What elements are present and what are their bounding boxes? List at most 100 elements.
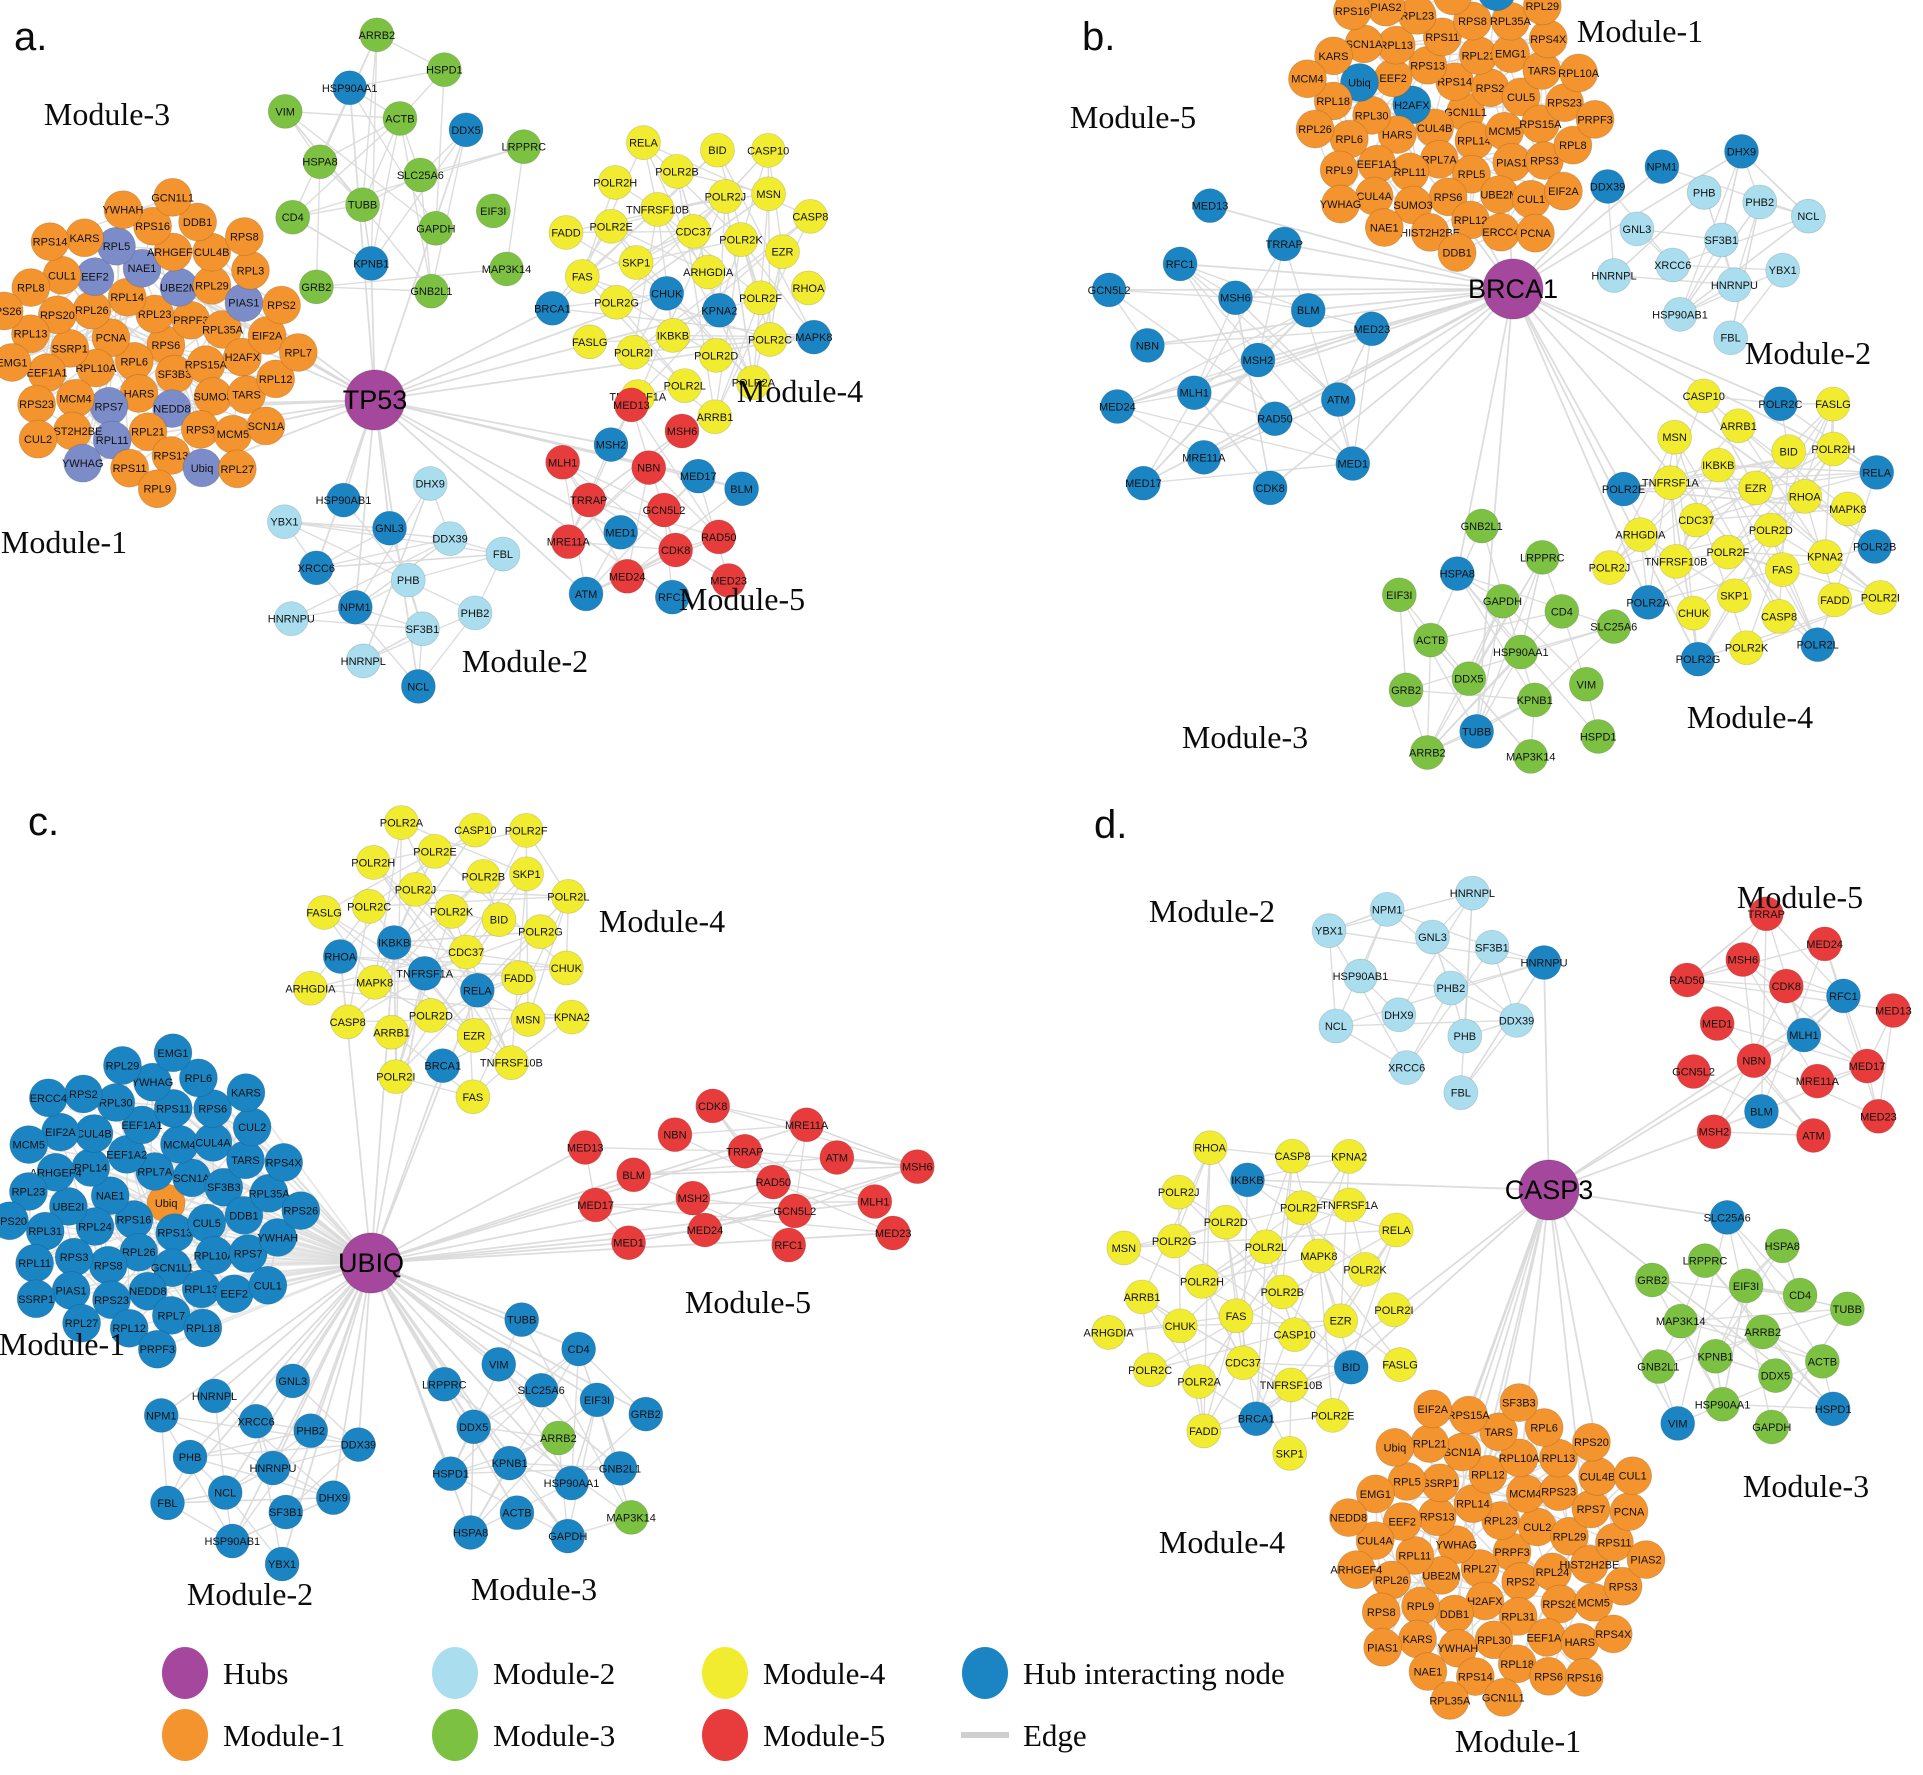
edge — [373, 851, 436, 983]
node-RPL35A — [203, 310, 242, 349]
edge — [752, 251, 784, 383]
edge — [1817, 472, 1878, 645]
node-RPS3 — [180, 410, 220, 449]
node-POLR2K — [1347, 1251, 1383, 1287]
node-IKBKB — [655, 318, 691, 353]
node-RHOA — [1787, 479, 1823, 514]
node-IKBKB — [1700, 447, 1736, 483]
edge — [1729, 201, 1761, 338]
node-MAP3K14 — [489, 251, 524, 287]
node-GNB2L1 — [1640, 1349, 1676, 1384]
node-UBE2I — [49, 1187, 88, 1226]
node-CASP10 — [1277, 1317, 1313, 1353]
edge — [1242, 1362, 1352, 1368]
hub-edge — [370, 1262, 598, 1401]
edge — [806, 1124, 918, 1168]
node-SF3B1 — [405, 611, 440, 647]
edge — [1661, 165, 1809, 217]
node-MED24 — [1099, 389, 1135, 424]
node-FBL — [485, 536, 521, 572]
node-FASLG — [1382, 1347, 1418, 1382]
edge — [1332, 1229, 1397, 1416]
hub-edge — [1247, 1178, 1550, 1191]
node-FASLG — [1815, 386, 1851, 422]
legend-label: Module-1 — [223, 1718, 345, 1753]
edge — [1622, 488, 1695, 614]
edge — [323, 850, 436, 914]
node-HIST2H2BE — [1410, 213, 1450, 252]
node-YWHAG — [1321, 184, 1360, 224]
node-MAPK8 — [1830, 491, 1866, 527]
edge — [1686, 979, 1805, 1036]
node-RPL27 — [217, 449, 257, 489]
node-SCN1A — [246, 406, 286, 446]
hub-edge — [1548, 1189, 1728, 1219]
node-TNFRSF10B — [494, 1045, 529, 1081]
node-HSPA8 — [1764, 1228, 1800, 1264]
node-RPS11 — [110, 448, 150, 488]
edge — [292, 34, 378, 218]
module-label-Module-1: Module-1 — [1455, 1723, 1581, 1759]
node-YBX1 — [1311, 913, 1347, 949]
node-RPL12 — [256, 359, 296, 399]
node-EZR — [456, 1017, 492, 1053]
node-MED13 — [613, 387, 649, 423]
module-label-Module-4: Module-4 — [1687, 699, 1813, 735]
node-NBN — [631, 450, 667, 485]
edge — [1673, 436, 1780, 617]
node-RPS8 — [88, 1245, 128, 1285]
node-RPS11 — [1422, 17, 1462, 57]
node-SF3B3 — [204, 1167, 244, 1207]
edge — [1609, 529, 1772, 569]
node-DHX9 — [315, 1480, 351, 1516]
node-ARRB2 — [1409, 735, 1445, 770]
node-POLR2I — [378, 1059, 414, 1095]
edge — [1318, 1255, 1334, 1416]
hub-edge — [1512, 165, 1663, 290]
edge — [370, 129, 467, 264]
node-RELA — [1378, 1212, 1414, 1248]
node-DDX5 — [456, 1409, 492, 1445]
edge — [1426, 640, 1432, 753]
node-CASP8 — [330, 1004, 366, 1040]
edge — [1193, 297, 1237, 393]
node-POLR2E — [1315, 1397, 1351, 1433]
node-MED13 — [1876, 993, 1911, 1028]
edge — [373, 822, 403, 983]
node-HSPD1 — [433, 1456, 469, 1492]
edge — [1717, 464, 1819, 645]
node-CUL1 — [248, 1265, 288, 1305]
edge — [1647, 437, 1676, 603]
node-GCN1L1 — [153, 177, 193, 217]
node-RPL29 — [1522, 0, 1562, 26]
edge — [393, 942, 397, 1077]
edge — [642, 142, 742, 241]
node-POLR2J — [398, 871, 433, 907]
node-ARRB1 — [1124, 1279, 1160, 1315]
hub-edge — [1548, 1189, 1624, 1587]
hub-edge — [1180, 263, 1514, 290]
node-RPS26 — [1540, 1584, 1580, 1624]
node-CUL2 — [18, 419, 58, 459]
node-KPNB1 — [1517, 682, 1553, 718]
node-MSH6 — [1218, 280, 1253, 316]
node-RPS16 — [1332, 0, 1372, 31]
module-label-Module-5: Module-5 — [1070, 99, 1196, 135]
hub-edge — [1548, 1189, 1679, 1424]
node-RPL13 — [181, 1269, 221, 1309]
hub-edge — [332, 1262, 372, 1498]
node-RFC1 — [1826, 978, 1861, 1014]
node-TUBB — [504, 1302, 540, 1338]
node-MCM4 — [1505, 1474, 1545, 1514]
edge — [1201, 1255, 1319, 1283]
node-ARHGDIA — [293, 970, 328, 1006]
hub-edge — [1337, 288, 1514, 401]
edge — [657, 208, 762, 299]
edge — [347, 910, 453, 1023]
node-GCN1L1 — [152, 1248, 192, 1288]
node-RPL30 — [96, 1083, 136, 1122]
node-RPS4X — [1528, 19, 1568, 59]
edge — [1406, 946, 1493, 1069]
node-KPNA2 — [1807, 539, 1843, 575]
node-RPL26 — [72, 290, 112, 330]
